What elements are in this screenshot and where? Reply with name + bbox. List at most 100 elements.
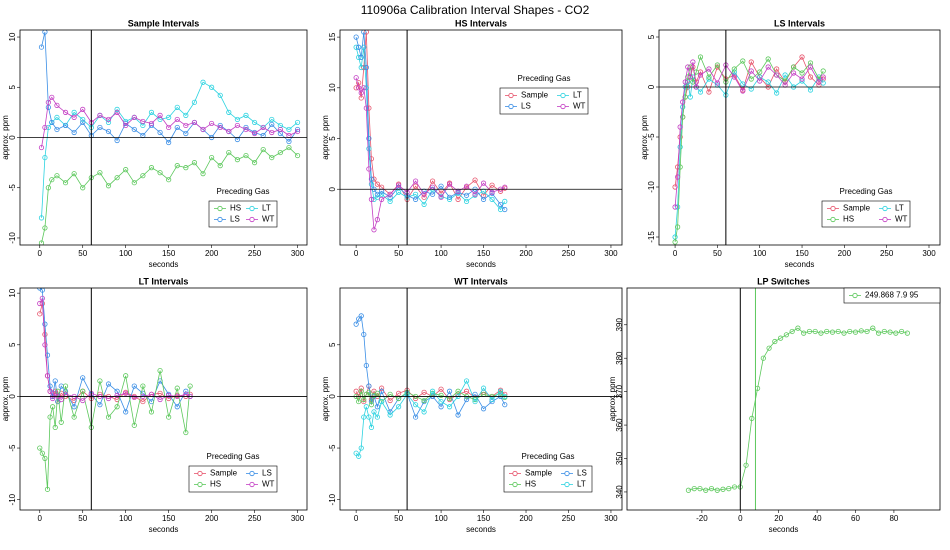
panel-title: LT Intervals <box>139 276 189 286</box>
plot-frame <box>19 29 308 246</box>
point <box>39 450 45 456</box>
point <box>799 70 805 76</box>
y-tick-label: 0 <box>328 186 337 191</box>
point <box>675 224 681 230</box>
point <box>693 79 699 85</box>
legend: 249.868 7.9 95 <box>843 287 941 304</box>
point <box>71 114 77 121</box>
legend-marker <box>249 470 255 477</box>
plot-frame <box>626 287 941 511</box>
point <box>480 406 487 412</box>
plot-frame <box>658 29 941 246</box>
x-tick-label: 50 <box>713 249 722 258</box>
y-tick-label: 370 <box>615 384 624 398</box>
point <box>363 64 369 71</box>
point <box>114 137 120 144</box>
point <box>687 74 693 80</box>
point <box>748 59 754 65</box>
point <box>429 191 436 197</box>
point <box>387 412 393 418</box>
x-axis-label: seconds <box>149 260 179 269</box>
point <box>358 90 364 96</box>
legend-marker <box>217 205 223 212</box>
y-tick-label: -5 <box>8 444 17 452</box>
y-axis-label: approx. ppm <box>1 115 10 160</box>
point <box>446 194 453 200</box>
legend: Preceding Gas Sample LS HS WT <box>188 452 278 493</box>
point <box>49 177 55 183</box>
point <box>870 325 876 331</box>
point <box>790 70 797 76</box>
point <box>824 328 830 335</box>
point <box>50 404 56 410</box>
point <box>47 383 53 389</box>
point <box>191 119 198 126</box>
point <box>174 163 180 169</box>
point <box>97 112 103 118</box>
legend-marker <box>217 216 223 223</box>
point <box>277 149 283 156</box>
point <box>114 404 120 410</box>
legend-title: Preceding Gas <box>518 74 571 83</box>
legend-marker <box>249 216 255 223</box>
point <box>379 398 385 405</box>
x-tick-label: 60 <box>851 514 860 523</box>
point <box>123 122 129 129</box>
point <box>243 112 249 118</box>
point <box>757 69 763 75</box>
point <box>353 75 359 81</box>
point <box>714 80 721 86</box>
y-tick-label: 390 <box>615 318 624 332</box>
legend-marker <box>508 92 514 99</box>
point <box>438 194 444 200</box>
point <box>685 487 692 493</box>
point <box>812 328 818 335</box>
point <box>42 124 48 131</box>
point <box>366 146 372 152</box>
x-tick-label: 150 <box>477 249 491 258</box>
legend-label: LS <box>230 215 240 224</box>
point <box>371 409 377 415</box>
point <box>234 116 240 123</box>
plot-area <box>20 30 307 245</box>
legend-marker <box>560 103 566 110</box>
x-axis-label: seconds <box>769 525 799 534</box>
y-tick-label: -10 <box>328 493 337 505</box>
point <box>42 331 48 338</box>
point <box>455 196 461 202</box>
series-line <box>41 81 298 218</box>
x-tick-label: 300 <box>291 249 305 258</box>
point <box>42 321 48 327</box>
point <box>71 129 77 136</box>
plot-frame <box>339 287 623 511</box>
plot-area <box>659 30 940 245</box>
point <box>772 338 778 345</box>
point <box>269 129 275 136</box>
legend-label: HS <box>210 480 221 489</box>
legend-marker <box>249 205 255 212</box>
point <box>114 109 120 115</box>
point <box>123 167 129 173</box>
point <box>412 183 419 189</box>
point <box>131 114 137 121</box>
point <box>429 178 436 184</box>
point <box>374 414 380 420</box>
point <box>356 316 362 322</box>
point <box>438 183 444 189</box>
legend: Preceding Gas Sample LT HS WT <box>821 187 911 228</box>
x-tick-label: 20 <box>774 514 783 523</box>
y-tick-label: -10 <box>8 232 17 244</box>
point <box>226 109 232 115</box>
point <box>148 409 155 415</box>
point <box>760 355 766 361</box>
point <box>353 34 359 40</box>
point <box>502 402 508 408</box>
point <box>39 295 45 301</box>
y-tick-label: 10 <box>328 83 337 92</box>
panel-title: LS Intervals <box>774 18 825 28</box>
point <box>672 234 678 240</box>
point <box>140 398 146 405</box>
legend-marker <box>508 103 514 110</box>
